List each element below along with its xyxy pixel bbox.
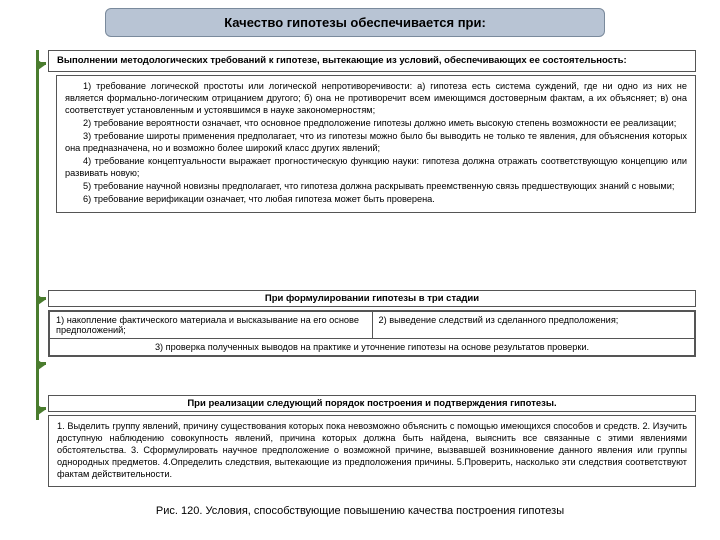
section1-header-box: Выполнении методологических требований к… xyxy=(48,50,696,72)
requirement-1: 1) требование логической простоты или ло… xyxy=(65,81,687,117)
requirements-box: 1) требование логической простоты или ло… xyxy=(56,75,696,213)
stages-table: 1) накопление фактического материала и в… xyxy=(48,310,696,357)
figure-caption: Рис. 120. Условия, способствующие повыше… xyxy=(0,505,720,517)
requirement-4: 4) требование концептуальности выражает … xyxy=(65,156,687,180)
requirement-3: 3) требование широты применения предпола… xyxy=(65,131,687,155)
section2-header: При формулировании гипотезы в три стадии xyxy=(48,290,696,307)
arrow-head-3 xyxy=(38,360,45,370)
stage-2: 2) выведение следствий из сделанного пре… xyxy=(372,312,695,339)
arrow-head-4 xyxy=(38,405,45,415)
section3-text: 1. Выделить группу явлений, причину суще… xyxy=(48,415,696,487)
section1-header: Выполнении методологических требований к… xyxy=(57,55,687,67)
main-title: Качество гипотезы обеспечивается при: xyxy=(105,8,605,37)
stage-1: 1) накопление фактического материала и в… xyxy=(50,312,373,339)
requirement-6: 6) требование верификации означает, что … xyxy=(65,194,687,206)
arrow-head-1 xyxy=(38,60,45,70)
stage-3: 3) проверка полученных выводов на практи… xyxy=(50,339,695,356)
section3-header: При реализации следующий порядок построе… xyxy=(48,395,696,412)
requirement-5: 5) требование научной новизны предполага… xyxy=(65,181,687,193)
arrow-head-2 xyxy=(38,295,45,305)
requirement-2: 2) требование вероятности означает, что … xyxy=(65,118,687,130)
